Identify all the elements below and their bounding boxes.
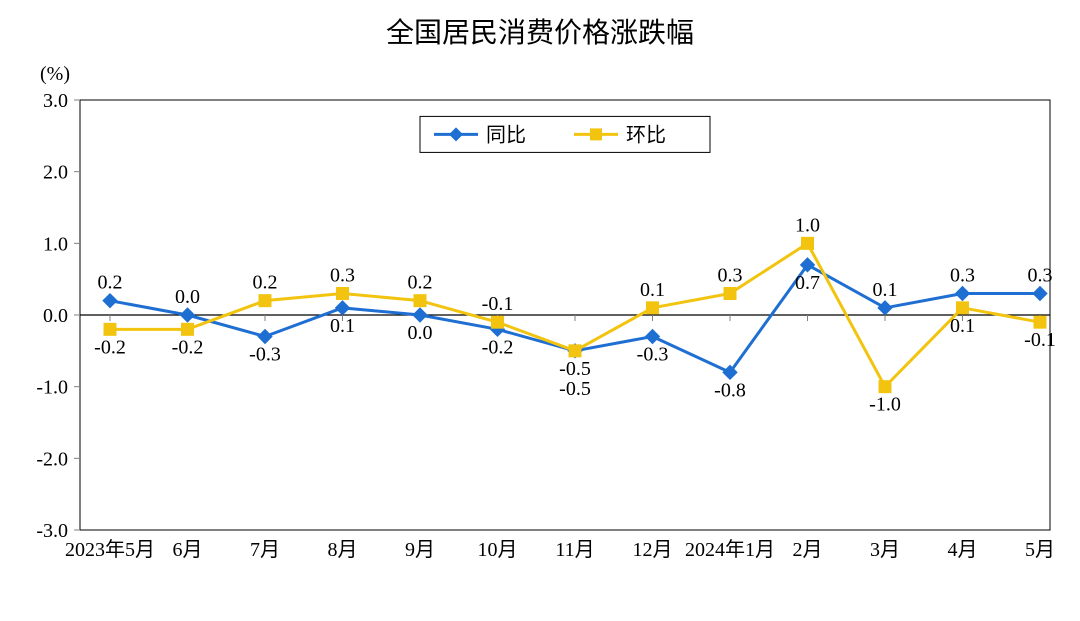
value-label-s2: 0.1 — [950, 315, 975, 337]
series-marker-s2 — [259, 295, 271, 307]
x-category-label: 2月 — [793, 539, 823, 561]
value-label-s2: -0.1 — [1024, 329, 1056, 351]
series-marker-s1 — [878, 301, 892, 315]
value-label-s1: 0.1 — [873, 279, 898, 301]
value-label-s1: -0.3 — [637, 344, 669, 366]
series-marker-s1 — [646, 330, 660, 344]
value-label-s2: -0.2 — [172, 336, 204, 358]
value-label-s2: -0.1 — [482, 293, 514, 315]
x-category-label: 3月 — [870, 539, 900, 561]
value-label-s2: 0.2 — [408, 272, 433, 294]
series-marker-s1 — [1033, 287, 1047, 301]
x-category-label: 8月 — [328, 539, 358, 561]
y-tick-label: 3.0 — [43, 90, 68, 112]
series-marker-s2 — [104, 323, 116, 335]
x-category-label: 6月 — [173, 539, 203, 561]
value-label-s1: -0.2 — [482, 336, 514, 358]
value-label-s1: 0.3 — [950, 265, 975, 287]
value-label-s2: -1.0 — [869, 394, 901, 416]
x-category-label: 4月 — [948, 539, 978, 561]
y-tick-label: 0.0 — [43, 305, 68, 327]
series-marker-s2 — [957, 302, 969, 314]
series-marker-s2 — [337, 288, 349, 300]
x-category-label: 2024年1月 — [685, 538, 775, 561]
y-unit-label: (%) — [40, 63, 70, 85]
value-label-s2: -0.5 — [559, 378, 591, 400]
value-label-s1: -0.8 — [714, 379, 746, 401]
value-label-s1: -0.3 — [249, 344, 281, 366]
series-marker-s1 — [336, 301, 350, 315]
value-label-s1: 0.0 — [175, 286, 200, 308]
value-label-s1: 0.0 — [408, 322, 433, 344]
y-tick-label: -3.0 — [36, 520, 68, 542]
series-marker-s1 — [103, 294, 117, 308]
x-category-label: 2023年5月 — [65, 538, 155, 561]
series-marker-s2 — [182, 323, 194, 335]
x-category-label: 7月 — [250, 539, 280, 561]
cpi-chart: 全国居民消费价格涨跌幅(%)3.02.01.00.0-1.0-2.0-3.020… — [0, 0, 1080, 621]
value-label-s2: 0.3 — [718, 265, 743, 287]
value-label-s2: 0.3 — [330, 265, 355, 287]
series-marker-s1 — [413, 308, 427, 322]
y-tick-label: 1.0 — [43, 233, 68, 255]
series-marker-s2 — [569, 345, 581, 357]
legend-label-s2: 环比 — [626, 123, 666, 146]
series-marker-s2 — [1034, 316, 1046, 328]
chart-title: 全国居民消费价格涨跌幅 — [386, 17, 694, 49]
value-label-s2: 0.2 — [253, 272, 278, 294]
value-label-s1: 0.3 — [1028, 265, 1053, 287]
value-label-s2: -0.2 — [94, 336, 126, 358]
x-category-label: 12月 — [633, 539, 673, 561]
value-label-s2: 1.0 — [795, 214, 820, 236]
series-marker-s2 — [724, 288, 736, 300]
value-label-s1: 0.1 — [330, 315, 355, 337]
x-category-label: 5月 — [1025, 539, 1055, 561]
y-tick-label: -2.0 — [36, 448, 68, 470]
series-marker-s2 — [414, 295, 426, 307]
series-marker-s1 — [181, 308, 195, 322]
value-label-s1: -0.5 — [559, 358, 591, 380]
legend-marker-s2 — [590, 128, 602, 140]
series-marker-s2 — [647, 302, 659, 314]
y-tick-label: -1.0 — [36, 377, 68, 399]
x-category-label: 11月 — [555, 539, 594, 561]
series-marker-s1 — [956, 287, 970, 301]
series-marker-s1 — [258, 330, 272, 344]
value-label-s2: 0.1 — [640, 279, 665, 301]
series-marker-s2 — [802, 237, 814, 249]
x-category-label: 10月 — [478, 539, 518, 561]
series-marker-s2 — [879, 381, 891, 393]
value-label-s1: 0.7 — [795, 272, 820, 294]
x-category-label: 9月 — [405, 539, 435, 561]
value-label-s1: 0.2 — [98, 272, 123, 294]
y-tick-label: 2.0 — [43, 162, 68, 184]
series-marker-s2 — [492, 316, 504, 328]
legend-label-s1: 同比 — [486, 123, 526, 146]
